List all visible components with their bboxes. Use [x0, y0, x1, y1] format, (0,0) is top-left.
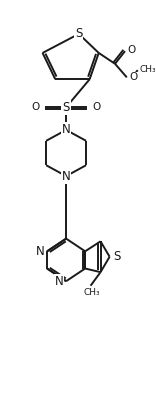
Text: O: O [129, 72, 138, 83]
Text: N: N [55, 275, 63, 288]
Text: CH₃: CH₃ [139, 65, 156, 74]
Text: O: O [32, 102, 40, 112]
Text: N: N [62, 123, 71, 136]
Text: N: N [62, 170, 71, 183]
Text: S: S [75, 28, 83, 40]
Text: O: O [128, 45, 136, 55]
Text: S: S [62, 101, 70, 114]
Text: N: N [36, 245, 44, 258]
Text: S: S [113, 250, 121, 263]
Text: CH₃: CH₃ [83, 288, 100, 298]
Text: O: O [92, 102, 101, 112]
